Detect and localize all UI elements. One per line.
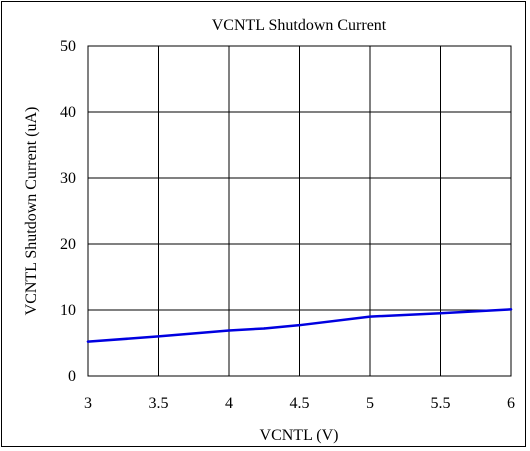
data-point [86,340,90,343]
x-tick-label: 4 [225,395,233,412]
data-point [227,329,231,332]
data-point [439,312,442,315]
x-tick-label: 5 [366,395,374,412]
grid-lines [88,46,511,376]
y-tick-label: 40 [60,104,76,121]
data-point [509,308,513,311]
x-tick-label: 3 [84,395,92,412]
series-line [86,308,513,343]
y-tick-label: 30 [60,170,76,187]
data-point [368,315,372,318]
x-axis-ticks: 3 3.5 4 4.5 5 5.5 6 [84,395,515,412]
x-tick-label: 4.5 [290,395,310,412]
x-tick-label: 3.5 [149,395,169,412]
series-layer [86,308,513,343]
y-axis-ticks: 0 10 20 30 40 50 [60,38,76,385]
y-tick-label: 20 [60,236,76,253]
data-point [263,327,266,330]
y-tick-label: 10 [60,302,76,319]
x-tick-label: 6 [507,395,515,412]
y-tick-label: 0 [68,368,76,385]
data-point [157,335,160,338]
chart-title: VCNTL Shutdown Current [212,17,387,34]
y-axis-label: VCNTL Shutdown Current (uA) [23,107,40,316]
data-point [298,323,301,327]
x-tick-label: 5.5 [431,395,451,412]
y-tick-label: 50 [60,38,76,55]
x-axis-label: VCNTL (V) [260,427,339,444]
